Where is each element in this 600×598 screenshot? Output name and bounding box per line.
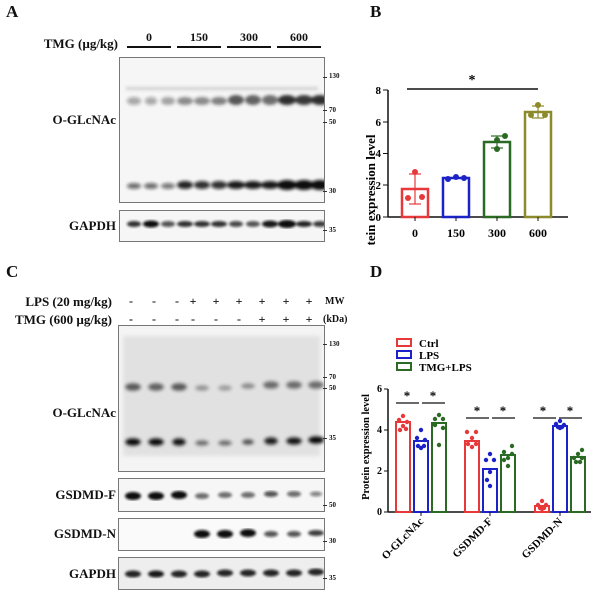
chart-b: Protein expression level 0 2 4 6 8 0 150…: [363, 73, 568, 245]
svg-text:300: 300: [488, 226, 506, 240]
dose-group-0: 0: [146, 30, 152, 44]
chart-d-legend: Ctrl LPS TMG+LPS: [396, 338, 472, 374]
svg-text:Ctrl: Ctrl: [419, 338, 439, 350]
dose-group-300: 300: [240, 30, 258, 44]
svg-text:600: 600: [529, 226, 547, 240]
svg-text:*: *: [474, 403, 481, 418]
blot-label-gapdh-c: GAPDH: [69, 566, 116, 581]
mw-50: 50: [329, 118, 336, 126]
mw-50-f: 50: [329, 501, 336, 509]
svg-text:2: 2: [376, 180, 382, 192]
blot-gsdmd-f: [118, 478, 325, 512]
svg-text:GSDMD-F: GSDMD-F: [450, 515, 495, 560]
panel-a-label: A: [6, 2, 19, 21]
blot-label-gapdh-a: GAPDH: [69, 218, 116, 233]
chart-b-ylabel: Protein expression level: [363, 134, 378, 245]
mw-35-c: 35: [329, 574, 336, 582]
blot-gapdh-a: [119, 210, 325, 242]
svg-text:2: 2: [377, 466, 382, 477]
blot-bands: [194, 529, 324, 538]
svg-text:6: 6: [376, 117, 382, 129]
mw-70: 70: [329, 106, 336, 114]
lps-row-label: LPS (20 mg/kg): [25, 294, 112, 309]
panel-d-label: D: [370, 262, 383, 281]
svg-text:*: *: [567, 403, 574, 418]
mw-unit: (kDa): [323, 314, 348, 325]
blot-bands: [126, 87, 324, 190]
mw-30: 30: [329, 187, 336, 195]
blot-bands: [123, 336, 324, 456]
chart-d: Ctrl LPS TMG+LPS Protein expression leve…: [361, 338, 591, 563]
mw-35-a: 35: [329, 226, 336, 234]
blot-label-oglcnac-a: O-GLcNAc: [52, 112, 116, 127]
mw-header: MW: [325, 296, 345, 307]
svg-text:0: 0: [412, 226, 418, 240]
svg-text:0: 0: [377, 507, 382, 518]
svg-text:150: 150: [447, 226, 465, 240]
svg-text:*: *: [430, 388, 437, 403]
mw-30-n: 30: [329, 537, 336, 545]
tmg-dose-label: TMG (µg/kg): [43, 36, 118, 51]
svg-text:0: 0: [376, 212, 382, 224]
svg-text:O-GLcNAc: O-GLcNAc: [380, 516, 427, 563]
blot-gapdh-c: [118, 557, 325, 590]
svg-text:8: 8: [376, 85, 382, 97]
tmg-row-label: TMG (600 µg/kg): [14, 312, 112, 327]
blot-label-gsdmd-f: GSDMD-F: [55, 487, 116, 502]
blot-gsdmd-n: [118, 518, 325, 551]
blot-oglcnac-c: [118, 325, 325, 472]
panel-c-label: C: [6, 262, 19, 281]
blot-label-oglcnac-c: O-GLcNAc: [52, 405, 116, 420]
svg-text:4: 4: [377, 425, 382, 436]
svg-text:*: *: [404, 388, 411, 403]
svg-text:*: *: [469, 73, 476, 88]
blot-oglcnac-a: [119, 57, 325, 203]
dose-group-600: 600: [290, 30, 308, 44]
svg-text:Protein expression level: Protein expression level: [361, 394, 372, 500]
svg-text:LPS: LPS: [419, 350, 439, 362]
dose-group-150: 150: [190, 30, 208, 44]
svg-text:TMG+LPS: TMG+LPS: [419, 362, 472, 374]
blot-bands: [125, 568, 324, 578]
blot-bands: [125, 491, 322, 500]
blot-bands: [127, 220, 324, 228]
svg-text:4: 4: [376, 148, 382, 160]
panel-b-label: B: [370, 2, 382, 21]
blot-label-gsdmd-n: GSDMD-N: [53, 526, 116, 541]
svg-text:*: *: [540, 403, 547, 418]
mw-130: 130: [329, 72, 340, 80]
svg-text:GSDMD-N: GSDMD-N: [519, 516, 565, 562]
svg-text:*: *: [500, 403, 507, 418]
svg-text:6: 6: [377, 384, 382, 395]
